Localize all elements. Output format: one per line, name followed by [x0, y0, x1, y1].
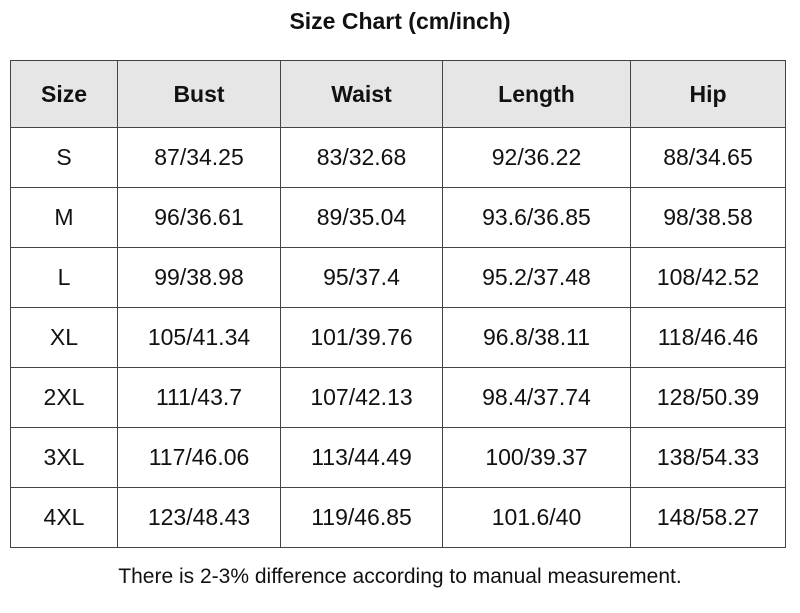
- table-cell: 113/44.49: [280, 427, 443, 488]
- table-cell: 105/41.34: [117, 307, 281, 368]
- table-cell: L: [10, 247, 118, 308]
- table-cell: 119/46.85: [280, 487, 443, 548]
- table-cell: 148/58.27: [630, 487, 786, 548]
- table-cell: 111/43.7: [117, 367, 281, 428]
- table-cell: 95.2/37.48: [442, 247, 631, 308]
- table-cell: 96/36.61: [117, 187, 281, 248]
- table-cell: 93.6/36.85: [442, 187, 631, 248]
- table-cell: 88/34.65: [630, 127, 786, 188]
- table-cell: 4XL: [10, 487, 118, 548]
- table-body: S 87/34.25 83/32.68 92/36.22 88/34.65 M 96/36.…: [10, 127, 786, 548]
- table-cell: 108/42.52: [630, 247, 786, 308]
- size-table: Size Bust Waist Length Hip S 87/34.25 83/32.68…: [10, 60, 786, 548]
- table-cell: S: [10, 127, 118, 188]
- table-cell: 98/38.58: [630, 187, 786, 248]
- table-cell: M: [10, 187, 118, 248]
- table-cell: 117/46.06: [117, 427, 281, 488]
- table-cell: 98.4/37.74: [442, 367, 631, 428]
- header-cell: Length: [442, 60, 631, 128]
- table-cell: 96.8/38.11: [442, 307, 631, 368]
- table-cell: 83/32.68: [280, 127, 443, 188]
- table-cell: 101/39.76: [280, 307, 443, 368]
- header-cell: Hip: [630, 60, 786, 128]
- table-cell: 95/37.4: [280, 247, 443, 308]
- table-cell: 123/48.43: [117, 487, 281, 548]
- table-cell: 99/38.98: [117, 247, 281, 308]
- table-cell: 128/50.39: [630, 367, 786, 428]
- table-cell: 118/46.46: [630, 307, 786, 368]
- header-cell: Bust: [117, 60, 281, 128]
- table-row: 4XL 123/48.43 119/46.85 101.6/40 148/58.27: [10, 487, 786, 548]
- header-row: Size Bust Waist Length Hip: [10, 60, 786, 128]
- table-cell: 89/35.04: [280, 187, 443, 248]
- title: Size Chart (cm/inch): [289, 8, 511, 34]
- table-cell: 101.6/40: [442, 487, 631, 548]
- footnote: There is 2-3% difference according to ma…: [118, 565, 682, 588]
- table-row: L 99/38.98 95/37.4 95.2/37.48 108/42.52: [10, 247, 786, 308]
- table-row: S 87/34.25 83/32.68 92/36.22 88/34.65: [10, 127, 786, 188]
- table-cell: 87/34.25: [117, 127, 281, 188]
- table-row: XL 105/41.34 101/39.76 96.8/38.11 118/46.46: [10, 307, 786, 368]
- table-cell: 138/54.33: [630, 427, 786, 488]
- table-cell: 100/39.37: [442, 427, 631, 488]
- table-cell: 92/36.22: [442, 127, 631, 188]
- table-cell: 107/42.13: [280, 367, 443, 428]
- table-cell: 3XL: [10, 427, 118, 488]
- header-cell: Waist: [280, 60, 443, 128]
- table-cell: 2XL: [10, 367, 118, 428]
- table-row: 3XL 117/46.06 113/44.49 100/39.37 138/54.33: [10, 427, 786, 488]
- header-cell: Size: [10, 60, 118, 128]
- table-row: M 96/36.61 89/35.04 93.6/36.85 98/38.58: [10, 187, 786, 248]
- table-cell: XL: [10, 307, 118, 368]
- table-row: 2XL 111/43.7 107/42.13 98.4/37.74 128/50.39: [10, 367, 786, 428]
